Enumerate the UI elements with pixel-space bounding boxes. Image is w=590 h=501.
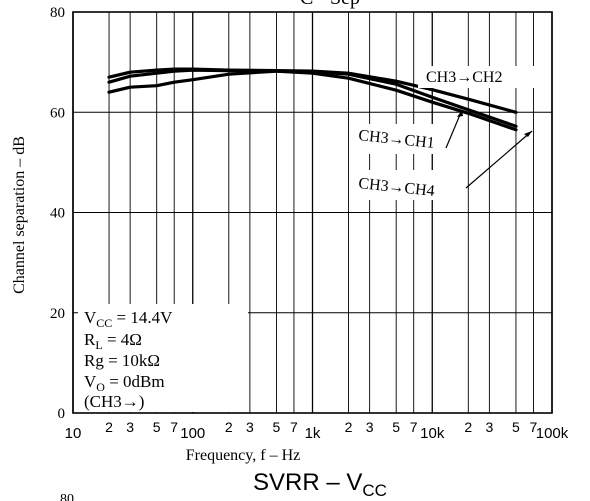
- next-chart-ytick-fragment: 80: [60, 492, 74, 501]
- condition-rl: RL = 4Ω: [84, 330, 142, 352]
- y-tick-labels: 0 20 40 60 80: [50, 5, 65, 422]
- x-minor-tick-label-14: 5: [512, 419, 520, 435]
- x-minor-tick-label-4: 2: [225, 419, 233, 435]
- x-axis-label: Frequency, f – Hz: [186, 447, 300, 464]
- x-major-tick-label-0: 10: [65, 425, 82, 442]
- condition-vo: VO = 0dBm: [84, 372, 165, 394]
- y-tick-label-1: 20: [50, 306, 65, 322]
- plot-frame: [72, 11, 553, 414]
- arrowhead-ch4: [524, 131, 532, 137]
- arrowhead-ch1: [457, 110, 463, 117]
- chart-title-fragment: C - Sep: [300, 0, 360, 9]
- series-line-2: [107, 69, 518, 132]
- condition-rg: Rg = 10kΩ: [84, 351, 160, 370]
- plot-border: [72, 11, 553, 414]
- x-minor-tick-label-1: 3: [126, 419, 134, 435]
- x-major-tick-label-3: 10k: [420, 425, 445, 442]
- x-major-tick-label-2: 1k: [305, 425, 321, 442]
- x-minor-tick-label-6: 5: [273, 419, 281, 435]
- x-minor-tick-label-13: 3: [485, 419, 493, 435]
- conditions-box: VCC = 14.4V RL = 4Ω Rg = 10kΩ VO = 0dBm …: [78, 304, 248, 412]
- next-chart-title: SVRR – VCC: [253, 469, 387, 500]
- x-minor-tick-label-5: 3: [246, 419, 254, 435]
- x-minor-tick-label-12: 2: [464, 419, 472, 435]
- x-major-tick-label-4: 100k: [536, 425, 569, 442]
- y-tick-label-3: 60: [50, 105, 65, 121]
- x-minor-tick-label-2: 5: [153, 419, 161, 435]
- y-tick-label-4: 80: [50, 5, 65, 21]
- x-minor-tick-label-11: 7: [410, 419, 418, 435]
- arrow-ch4: [465, 130, 533, 189]
- x-minor-tick-label-7: 7: [290, 419, 298, 435]
- x-major-tick-label-1: 100: [180, 425, 205, 442]
- y-axis-label: Channel separation – dB: [11, 136, 28, 294]
- x-minor-tick-label-0: 2: [105, 419, 113, 435]
- y-tick-label-2: 40: [50, 206, 65, 222]
- x-minor-tick-label-3: 7: [170, 419, 178, 435]
- series-annotations: CH3→CH2 CH3→CH1 CH3→CH4: [354, 66, 536, 200]
- label-ch3-ch2: CH3→CH2: [426, 69, 502, 86]
- series-group: [107, 67, 518, 132]
- x-minor-tick-label-15: 7: [530, 419, 538, 435]
- x-minor-tick-label-8: 2: [345, 419, 353, 435]
- y-tick-label-0: 0: [58, 406, 66, 422]
- x-minor-tick-label-10: 5: [392, 419, 400, 435]
- x-minor-tick-label-9: 3: [366, 419, 374, 435]
- condition-channel: (CH3→): [84, 392, 144, 411]
